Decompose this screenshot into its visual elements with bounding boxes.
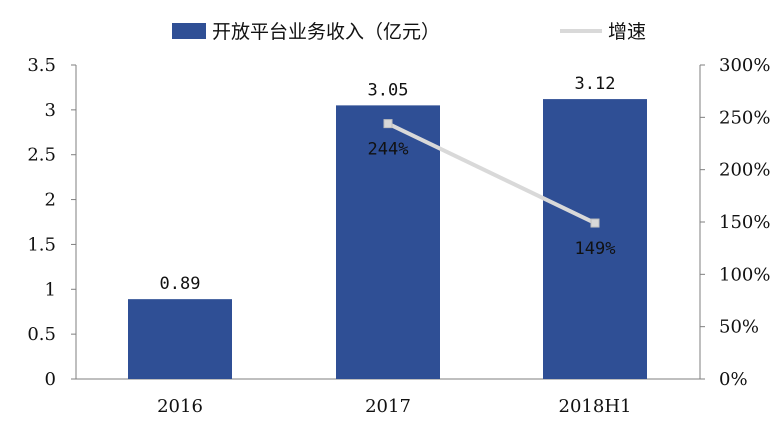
- left-tick-label: 1.5: [27, 234, 56, 255]
- legend-label-revenue: 开放平台业务收入（亿元）: [212, 21, 440, 43]
- growth-point: [383, 119, 393, 129]
- left-tick-label: 3.5: [27, 55, 56, 76]
- right-tick-label: 250%: [719, 107, 770, 128]
- legend-label-growth: 增速: [608, 21, 646, 43]
- bar-value-label: 3.12: [575, 74, 616, 94]
- right-tick-label: 50%: [719, 317, 759, 338]
- right-tick-label: 300%: [719, 55, 770, 76]
- bar: [543, 99, 647, 379]
- left-axis-ticks: 0 0.5 1 1.5 2 2.5 3 3.5: [27, 55, 76, 390]
- left-tick-label: 3: [45, 100, 56, 121]
- right-tick-label: 150%: [719, 212, 770, 233]
- left-tick-label: 1: [45, 279, 56, 300]
- bar: [336, 105, 440, 379]
- growth-line: [387, 121, 596, 225]
- left-tick-label: 0.5: [27, 324, 56, 345]
- bars: [128, 99, 647, 379]
- left-tick-label: 2: [45, 190, 56, 211]
- right-tick-label: 100%: [719, 264, 770, 285]
- right-tick-label: 200%: [719, 160, 770, 181]
- category-label: 2017: [365, 396, 411, 417]
- growth-value-label: 149%: [575, 239, 616, 259]
- category-label: 2016: [157, 396, 203, 417]
- left-tick-label: 2.5: [27, 145, 56, 166]
- bar-value-label: 3.05: [368, 80, 409, 100]
- growth-value-label: 244%: [368, 140, 409, 160]
- right-tick-label: 0%: [719, 369, 748, 390]
- legend-swatch-revenue: [172, 23, 206, 39]
- category-labels: 2016 2017 2018H1: [157, 396, 631, 417]
- legend: 开放平台业务收入（亿元） 增速: [172, 21, 646, 43]
- growth-point: [590, 218, 600, 228]
- growth-line-layer: 244% 149%: [368, 119, 616, 259]
- left-tick-label: 0: [45, 369, 56, 390]
- bar-data-labels: 0.89 3.05 3.12: [160, 74, 616, 294]
- right-axis-ticks: 0% 50% 100% 150% 200% 250% 300%: [700, 55, 770, 390]
- bar-value-label: 0.89: [160, 274, 201, 294]
- bar: [128, 299, 232, 379]
- category-label: 2018H1: [559, 396, 632, 417]
